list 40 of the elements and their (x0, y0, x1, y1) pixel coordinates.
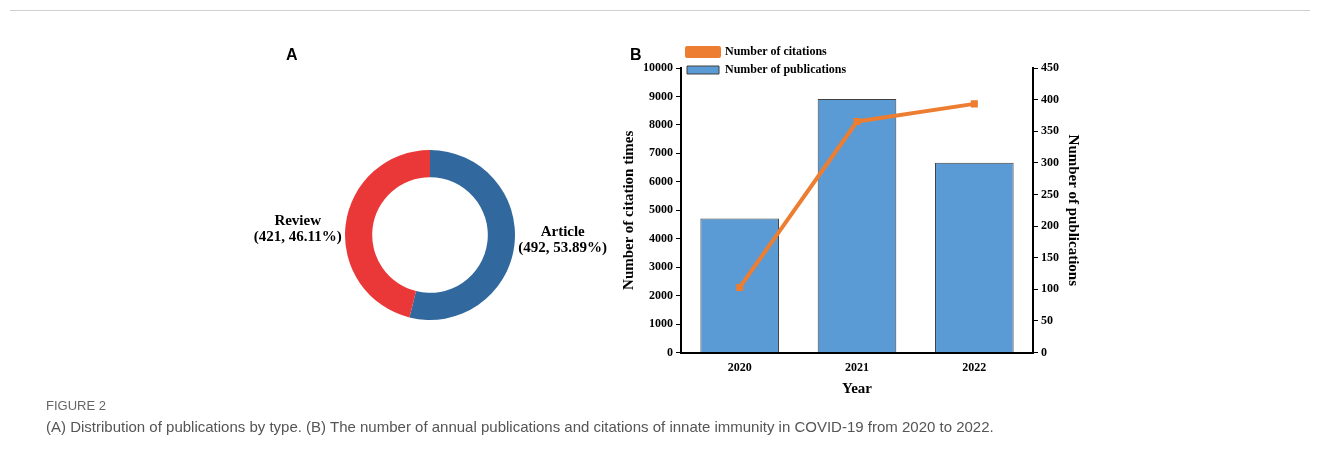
y-axis-title: Number of citation times (619, 130, 636, 290)
y2-tick-label: 150 (1041, 249, 1059, 264)
y2-tick-label: 450 (1041, 60, 1059, 75)
y2-tick-label: 250 (1041, 186, 1059, 201)
point (970, 100, 978, 108)
legend-label: Number of publications (725, 62, 847, 77)
y-tick-label: 0 (667, 344, 673, 359)
y2-tick-label: 350 (1041, 123, 1059, 138)
point (736, 283, 744, 291)
y2-tick-label: 100 (1041, 281, 1059, 296)
x-tick-label: 2020 (727, 359, 752, 374)
y-tick-label: 3000 (649, 259, 673, 274)
y-tick-label: 6000 (649, 173, 673, 188)
slice-label: Review (274, 212, 322, 229)
y2-axis-title: Number of publications (1066, 134, 1083, 287)
y-tick-label: 10000 (643, 60, 673, 75)
y-tick-label: 7000 (649, 145, 673, 160)
y-tick-label: 1000 (649, 316, 673, 331)
point (853, 117, 861, 126)
y2-tick-label: 50 (1041, 313, 1053, 328)
y-tick-label: 2000 (649, 287, 673, 302)
x-axis-title: Year (842, 379, 873, 396)
data-label: (421, 46.11%) (253, 228, 342, 246)
y2-tick-label: 400 (1041, 91, 1059, 106)
x-tick-label: 2022 (962, 359, 987, 374)
data-label: (492, 53.89%) (518, 239, 608, 257)
chart-title: B (630, 46, 642, 64)
y-tick-label: 5000 (649, 202, 673, 217)
y2-tick-label: 0 (1041, 344, 1047, 359)
y2-tick-label: 300 (1041, 154, 1059, 169)
y-tick-label: 8000 (649, 117, 673, 132)
legend-label: Number of citations (725, 44, 828, 59)
text: (A) Distribution of publications by type. (B) The number of annual publications and citations of innate immunity in COVID-19 from 2020 to 2022. (46, 418, 994, 435)
caption: FIGURE 2 (46, 398, 107, 413)
chart-title: A (286, 46, 298, 64)
y-tick-label: 9000 (649, 88, 673, 103)
x-tick-label: 2021 (845, 359, 869, 374)
y-tick-label: 4000 (649, 230, 673, 245)
y2-tick-label: 200 (1041, 218, 1059, 233)
slice-label: Article (540, 223, 586, 240)
